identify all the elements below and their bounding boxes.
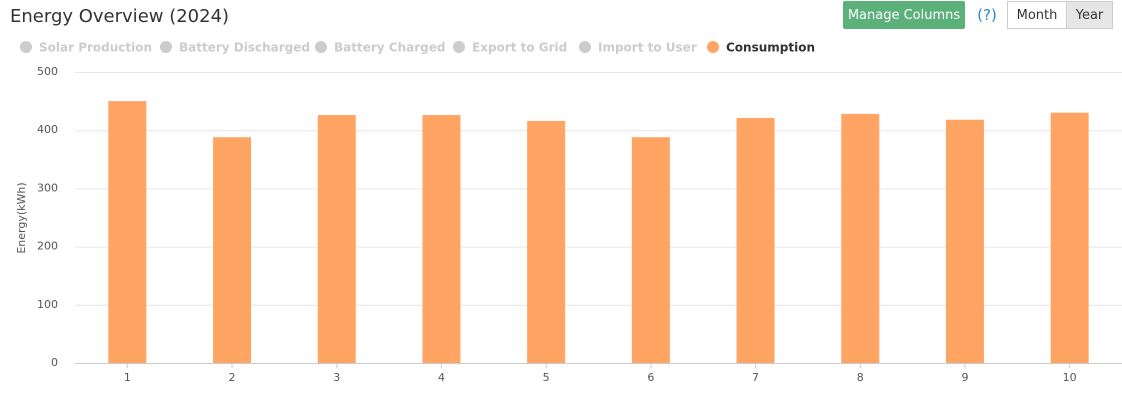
bar bbox=[841, 113, 880, 364]
bar bbox=[945, 119, 984, 363]
y-tick-label: 300 bbox=[37, 181, 58, 194]
x-tick-label: 1 bbox=[124, 371, 131, 384]
bar bbox=[317, 115, 356, 364]
bar bbox=[631, 137, 670, 363]
legend-marker[interactable] bbox=[453, 41, 465, 53]
legend-marker[interactable] bbox=[160, 41, 172, 53]
x-tick-label: 6 bbox=[647, 371, 654, 384]
bar bbox=[422, 115, 461, 364]
chart-title: Energy Overview (2024) bbox=[10, 6, 230, 27]
y-tick-label: 400 bbox=[37, 123, 58, 136]
x-tick-label: 8 bbox=[857, 371, 864, 384]
month-button[interactable]: Month bbox=[1007, 1, 1067, 29]
legend-marker[interactable] bbox=[707, 41, 719, 53]
x-tick-label: 7 bbox=[752, 371, 759, 384]
y-tick-label: 0 bbox=[51, 356, 58, 369]
x-tick-label: 10 bbox=[1063, 371, 1077, 384]
y-axis-label: Energy(kWh) bbox=[15, 182, 28, 253]
year-button[interactable]: Year bbox=[1066, 1, 1113, 29]
y-tick-label: 200 bbox=[37, 240, 58, 253]
y-tick-label: 500 bbox=[37, 65, 58, 78]
legend-label[interactable]: Battery Discharged bbox=[179, 41, 310, 55]
x-tick-label: 2 bbox=[229, 371, 236, 384]
legend-label[interactable]: Consumption bbox=[726, 41, 815, 55]
legend-label[interactable]: Battery Charged bbox=[334, 41, 445, 55]
x-tick-label: 5 bbox=[543, 371, 550, 384]
manage-columns-button[interactable]: Manage Columns bbox=[843, 1, 965, 29]
y-tick-label: 100 bbox=[37, 298, 58, 311]
bar bbox=[736, 117, 775, 363]
help-link[interactable]: (?) bbox=[977, 6, 997, 24]
bar bbox=[213, 137, 252, 363]
legend-marker[interactable] bbox=[315, 41, 327, 53]
legend-label[interactable]: Export to Grid bbox=[472, 41, 567, 55]
legend-label[interactable]: Solar Production bbox=[39, 41, 152, 55]
x-tick-label: 3 bbox=[333, 371, 340, 384]
bar bbox=[527, 120, 566, 363]
bar bbox=[1050, 112, 1089, 364]
x-tick-label: 4 bbox=[438, 371, 445, 384]
bar bbox=[108, 101, 147, 363]
legend-marker[interactable] bbox=[579, 41, 591, 53]
x-tick-label: 9 bbox=[961, 371, 968, 384]
legend-label[interactable]: Import to User bbox=[598, 41, 697, 55]
legend-marker[interactable] bbox=[20, 41, 32, 53]
